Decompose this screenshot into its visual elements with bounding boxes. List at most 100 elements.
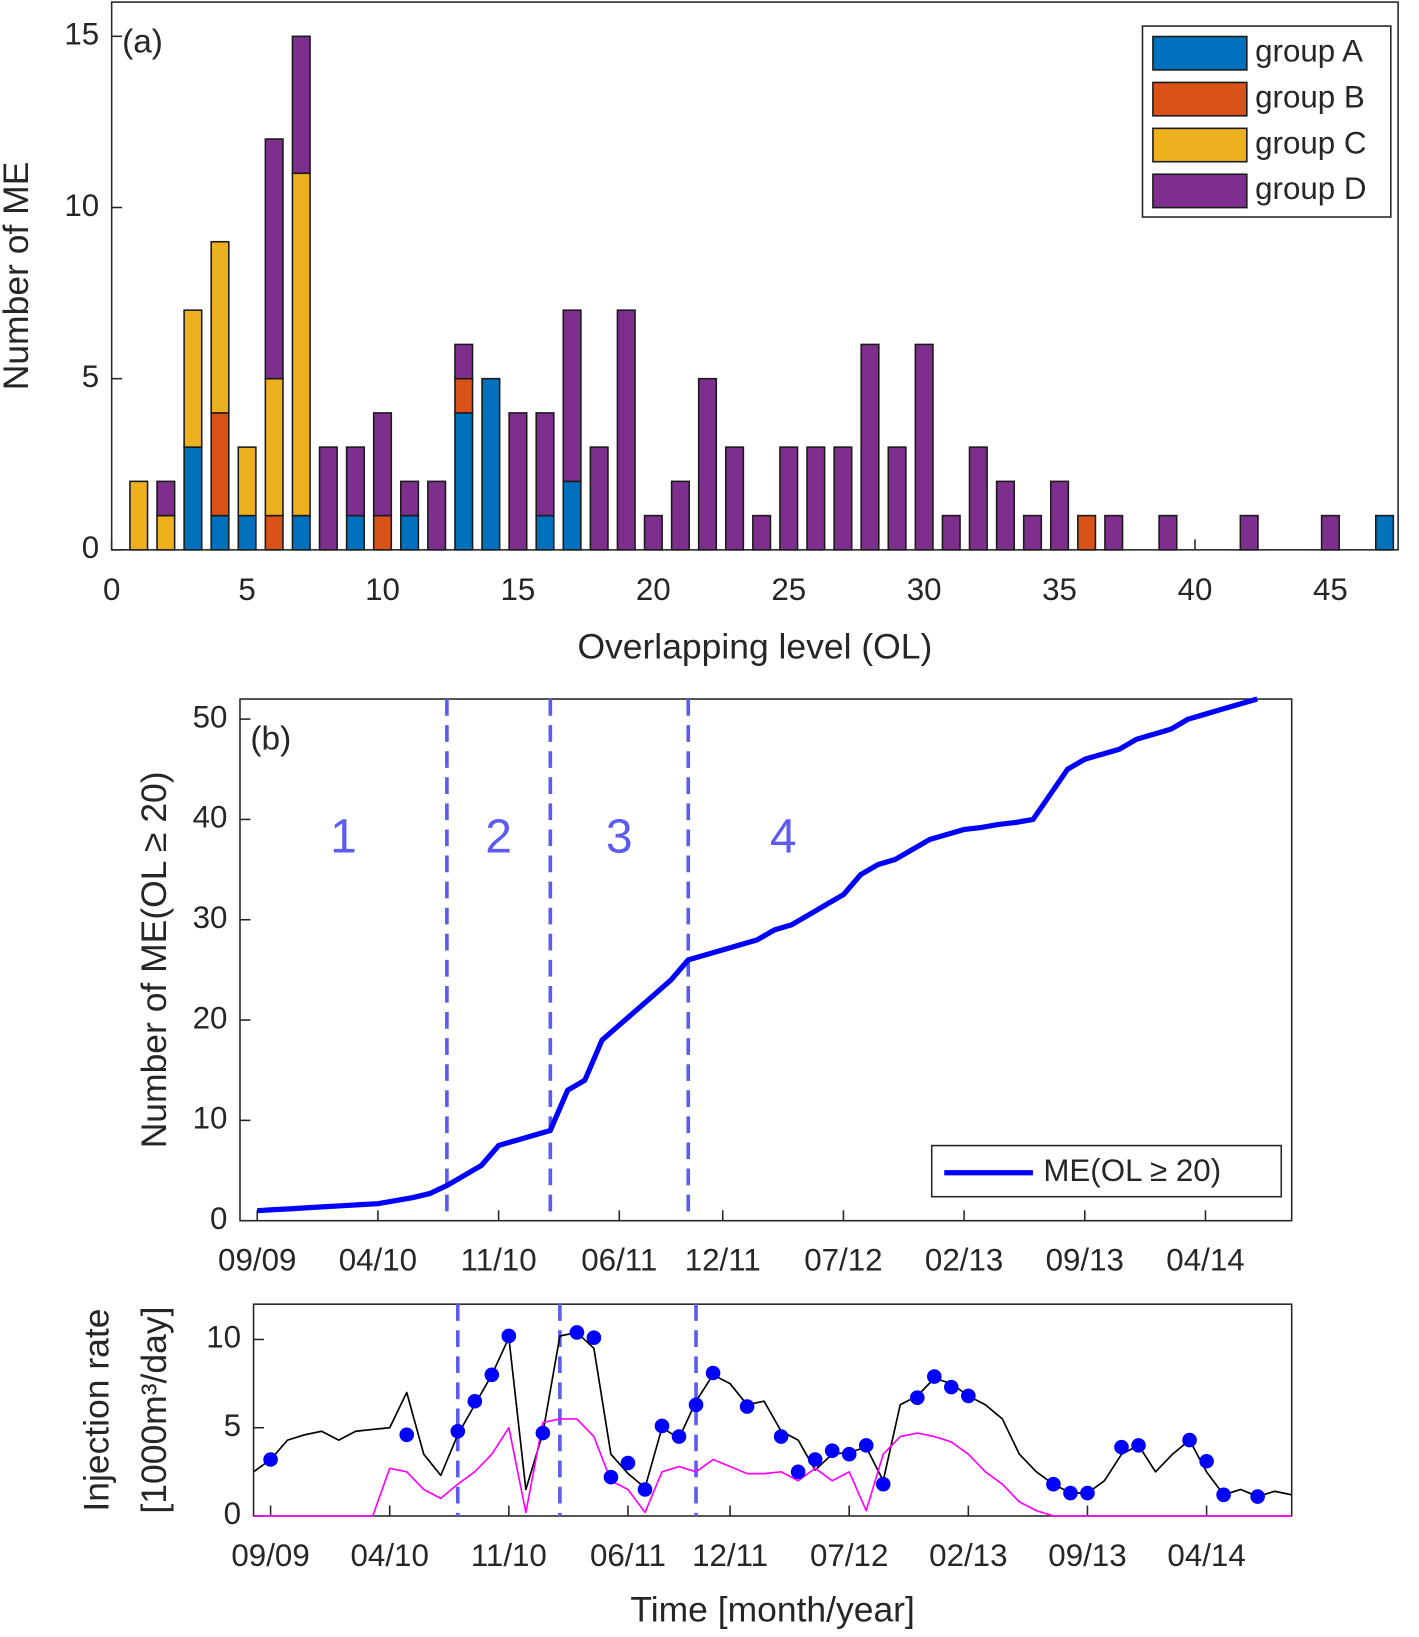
data-point [1216,1487,1231,1503]
x-tick-label: 25 [771,572,806,607]
bar-segment [454,377,474,414]
bar-segment [237,446,257,517]
x-tick-label: 10 [365,572,400,607]
y-axis-label: Number of ME(OL ≥ 20) [134,771,174,1148]
y-tick-label: 0 [82,530,99,565]
bar-segment [210,412,230,517]
data-point [399,1427,415,1443]
data-point [1131,1438,1146,1453]
data-point [450,1423,466,1439]
y-tick-label: 0 [210,1201,227,1236]
bar-segment [508,412,528,551]
legend-box [930,1144,1283,1198]
y-tick-label: 40 [193,800,228,835]
x-tick-label: 11/10 [471,1538,547,1573]
bar-segment [914,343,934,551]
data-point [586,1330,602,1346]
bar-segment [535,514,555,551]
data-point [688,1397,704,1413]
x-tick-label: 20 [636,572,671,607]
bar-segment [860,343,880,551]
phase-label: 4 [770,811,797,864]
bar-segment [129,480,149,551]
bar-segment [1022,514,1043,551]
y-axis-label: Number of ME [0,162,36,391]
data-point [671,1429,687,1444]
bar-segment [183,446,203,551]
data-point [926,1369,942,1384]
legend-swatch [1152,173,1248,209]
legend-label: group B [1255,79,1365,114]
y-tick-label: 20 [193,1000,228,1035]
y-tick-label: 10 [193,1101,228,1136]
x-tick-label: 07/12 [810,1538,888,1573]
x-tick-label: 09/09 [231,1538,309,1573]
bar-segment [562,480,582,551]
data-point [841,1446,857,1462]
data-point [620,1455,636,1471]
y-axis-label: [1000m³/day] [134,1307,174,1514]
legend-swatch [1152,35,1248,71]
bar-segment [399,480,420,517]
x-tick-label: 45 [1313,572,1348,607]
data-line [253,1331,1292,1498]
x-tick-label: 11/10 [461,1243,537,1278]
bar-segment [535,412,555,517]
x-tick-label: 5 [238,572,255,607]
data-point [501,1328,517,1344]
bar-segment [643,514,663,551]
bar-segment [210,240,230,414]
data-point [1250,1489,1265,1504]
bar-segment [833,446,853,551]
bar-segment [183,309,203,448]
x-tick-label: 09/09 [218,1243,296,1278]
x-tick-label: 02/13 [929,1538,1007,1573]
x-tick-label: 07/12 [804,1243,882,1278]
bar-segment [1158,514,1178,551]
bar-segment [318,446,338,551]
data-point [1046,1476,1061,1492]
bar-segment [806,446,826,551]
x-tick-label: 09/13 [1048,1538,1126,1573]
bar-segment [670,480,690,551]
bar-segment [1374,514,1395,551]
legend-label: ME(OL ≥ 20) [1043,1153,1221,1188]
data-point [1199,1453,1214,1469]
x-tick-label: 40 [1178,572,1213,607]
data-point [467,1393,483,1409]
bar-segment [1320,514,1340,551]
bar-segment [616,309,636,551]
axes-frame [252,1303,1293,1517]
bar-segment [156,480,176,517]
bar-segment [1239,514,1259,551]
bar-segment [1077,514,1097,551]
data-line [257,696,1258,1214]
bar-segment [291,514,311,551]
phase-label: 3 [606,811,633,864]
bar-segment [264,138,284,380]
bar-segment [968,446,988,551]
x-tick-label: 12/11 [685,1243,761,1278]
x-tick-label: 12/11 [692,1538,768,1573]
bar-segment [399,514,420,551]
x-tick-label: 30 [907,572,942,607]
bar-segment [372,514,393,551]
data-point [1114,1439,1129,1455]
data-point [875,1476,891,1492]
bar-segment [887,446,907,551]
y-tick-label: 15 [64,17,99,52]
bar-segment [264,377,284,517]
data-point [739,1399,755,1414]
x-axis-label: Time [month/year] [630,1589,914,1629]
bar-segment [454,412,474,551]
x-tick-label: 04/14 [1166,1243,1244,1278]
bar-segment [291,172,311,517]
x-tick-label: 06/11 [581,1243,657,1278]
bar-segment [291,35,311,175]
data-point [569,1325,585,1340]
bar-segment [345,514,365,551]
panel-label: (a) [122,24,163,61]
axes-frame [239,698,1293,1222]
y-axis-label: Injection rate [77,1309,117,1512]
